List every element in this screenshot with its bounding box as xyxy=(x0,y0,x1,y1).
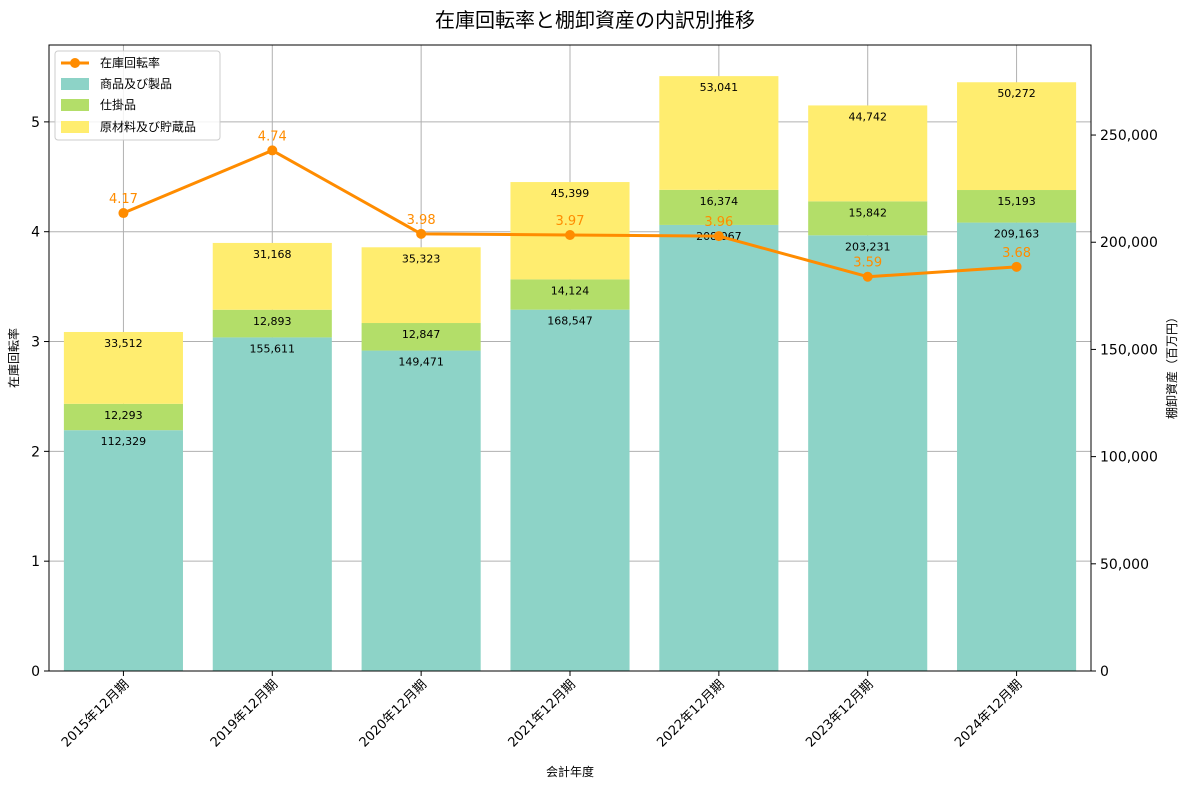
bar-segment xyxy=(212,337,332,671)
bar-value-label: 15,193 xyxy=(997,195,1036,208)
bar-segment xyxy=(212,309,332,338)
bar-segment xyxy=(510,309,630,671)
turnover-value-label: 3.59 xyxy=(853,256,882,271)
bar-value-label: 50,272 xyxy=(997,87,1036,100)
bar-value-label: 44,742 xyxy=(848,110,887,123)
bar-value-label: 31,168 xyxy=(253,248,292,261)
turnover-point xyxy=(416,228,427,239)
x-tick-label: 2019年12月期 xyxy=(208,677,281,750)
bar-value-label: 45,399 xyxy=(551,187,590,200)
bar-segment xyxy=(659,224,779,672)
bar-segment xyxy=(957,82,1077,191)
bar-value-labels: 112,329 12,293 33,512 155,611 12,893 31,168 14… xyxy=(101,81,1040,448)
turnover-line: 4.17 4.74 3.98 3.97 3.96 3.59 3.68 xyxy=(109,129,1031,282)
bar-segment xyxy=(957,222,1077,671)
bar-value-label: 14,124 xyxy=(551,284,590,297)
bar-segment xyxy=(361,350,481,671)
bar-value-label: 112,329 xyxy=(101,435,147,448)
y-right-tick-label: 200,000 xyxy=(1100,235,1158,251)
legend-entry-label: 在庫回転率 xyxy=(100,55,160,70)
y-right-tick-label: 50,000 xyxy=(1100,557,1149,573)
y-left-tick-label: 3 xyxy=(31,335,40,351)
y-right-tick-label: 150,000 xyxy=(1100,342,1158,358)
turnover-value-label: 3.96 xyxy=(704,215,733,230)
turnover-value-label: 3.98 xyxy=(407,213,436,228)
bar-segment xyxy=(212,242,332,310)
bar-value-label: 149,471 xyxy=(398,356,444,369)
bar-segment xyxy=(63,403,183,431)
bar-value-label: 15,842 xyxy=(848,206,887,219)
legend-entry-label: 商品及び製品 xyxy=(100,76,172,91)
bar-value-label: 209,163 xyxy=(994,228,1040,241)
y-right-tick-label: 250,000 xyxy=(1100,128,1158,144)
legend-entry-label: 仕掛品 xyxy=(100,97,136,112)
legend-swatch xyxy=(61,99,89,111)
x-tick-label: 2024年12月期 xyxy=(952,677,1025,750)
legend-swatch xyxy=(61,78,89,90)
turnover-value-label: 4.74 xyxy=(258,129,287,144)
x-tick-label: 2022年12月期 xyxy=(654,677,727,750)
bar-segment xyxy=(808,201,928,236)
bar-segment xyxy=(808,105,928,202)
bar-segment xyxy=(659,189,779,225)
bar-segment xyxy=(63,430,183,671)
legend-box xyxy=(54,50,221,141)
bar-segment xyxy=(808,235,928,671)
bar-segment xyxy=(957,190,1077,223)
bar-value-label: 12,847 xyxy=(402,328,441,341)
turnover-point xyxy=(267,145,278,156)
x-tick-label: 2015年12月期 xyxy=(59,677,132,750)
turnover-point xyxy=(713,231,724,242)
turnover-value-label: 4.17 xyxy=(109,192,138,207)
y-left-tick-label: 0 xyxy=(31,664,40,680)
bar-segments xyxy=(63,76,1077,672)
bar-value-label: 203,231 xyxy=(845,240,891,253)
y-axis-label-right: 棚卸資産（百万円） xyxy=(1164,311,1179,419)
turnover-point xyxy=(862,271,873,282)
y-right-tick-label: 100,000 xyxy=(1100,450,1158,466)
bar-value-label: 12,293 xyxy=(104,409,143,422)
x-tick-label: 2021年12月期 xyxy=(506,677,579,750)
bar-segment xyxy=(659,76,779,190)
y-left-tick-label: 1 xyxy=(31,554,40,570)
bar-segment xyxy=(510,279,630,310)
x-axis-label: 会計年度 xyxy=(546,764,594,779)
legend-line-marker xyxy=(70,58,80,68)
bar-segment xyxy=(361,323,481,351)
bar-value-label: 168,547 xyxy=(547,315,593,328)
turnover-point xyxy=(1011,261,1022,272)
x-tick-label: 2020年12月期 xyxy=(357,677,430,750)
y-left-tick-label: 5 xyxy=(31,115,40,131)
turnover-point xyxy=(118,208,129,219)
legend-swatch xyxy=(61,121,89,133)
bar-segment xyxy=(63,331,183,404)
bar-segment xyxy=(361,247,481,324)
bar-value-label: 33,512 xyxy=(104,337,143,350)
bar-value-label: 35,323 xyxy=(402,252,441,265)
y-left-tick-label: 4 xyxy=(31,225,40,241)
y-right-tick-label: 0 xyxy=(1100,664,1109,680)
legend-entry-label: 原材料及び貯蔵品 xyxy=(100,120,196,134)
bar-value-label: 53,041 xyxy=(700,81,739,94)
turnover-value-label: 3.97 xyxy=(556,214,585,229)
y-axis-label-left: 在庫回転率 xyxy=(6,328,21,388)
turnover-value-label: 3.68 xyxy=(1002,246,1031,261)
y-left-tick-label: 2 xyxy=(31,444,40,460)
x-tick-label: 2023年12月期 xyxy=(803,677,876,750)
chart-title: 在庫回転率と棚卸資産の内訳別推移 xyxy=(435,8,755,32)
turnover-point xyxy=(565,229,575,240)
bar-value-label: 12,893 xyxy=(253,315,292,328)
bar-value-label: 16,374 xyxy=(700,195,739,208)
bar-value-label: 155,611 xyxy=(250,342,296,355)
